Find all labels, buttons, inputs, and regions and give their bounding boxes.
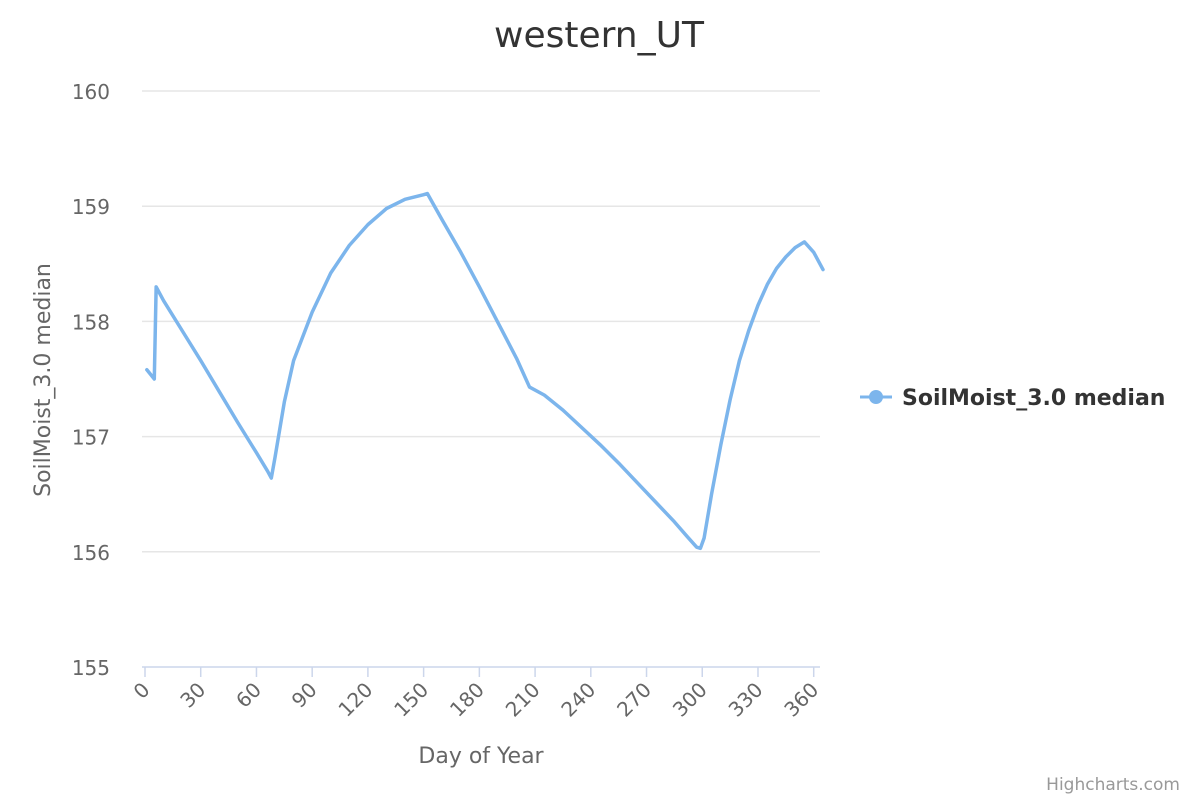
x-tick-label: 150 <box>389 678 433 722</box>
credits-link[interactable]: Highcharts.com <box>1046 775 1180 795</box>
x-tick-label: 330 <box>724 678 768 722</box>
x-tick-label: 30 <box>175 678 210 713</box>
y-tick-label: 156 <box>72 541 110 565</box>
chart-title: western_UT <box>494 15 705 56</box>
x-tick-label: 180 <box>445 678 489 722</box>
x-tick-label: 360 <box>779 678 823 722</box>
y-tick-label: 158 <box>72 310 110 334</box>
legend-item-label[interactable]: SoilMoist_3.0 median <box>902 386 1165 411</box>
y-tick-label: 159 <box>72 195 110 219</box>
x-tick-label: 300 <box>668 678 712 722</box>
series-line-soilmoist[interactable] <box>145 191 825 551</box>
x-tick-label: 120 <box>333 678 377 722</box>
y-gridlines <box>142 90 820 553</box>
x-tick-label: 270 <box>612 678 656 722</box>
x-axis: 0 30 60 90 120 150 180 210 240 270 300 330 360 <box>129 666 823 722</box>
x-tick-label: 240 <box>556 678 600 722</box>
x-tick-label: 0 <box>129 678 155 704</box>
series-layer <box>145 191 825 551</box>
y-axis: 155 156 157 158 159 160 <box>72 80 110 680</box>
legend-marker-icon <box>869 390 883 404</box>
y-axis-title: SoilMoist_3.0 median <box>31 263 56 497</box>
y-tick-label: 157 <box>72 426 110 450</box>
y-tick-label: 160 <box>72 80 110 104</box>
x-tick-label: 210 <box>501 678 545 722</box>
y-tick-label: 155 <box>72 656 110 680</box>
legend[interactable]: SoilMoist_3.0 median <box>860 386 1165 411</box>
x-tick-label: 90 <box>287 678 322 713</box>
x-axis-title: Day of Year <box>418 744 544 769</box>
x-tick-label: 60 <box>231 678 266 713</box>
